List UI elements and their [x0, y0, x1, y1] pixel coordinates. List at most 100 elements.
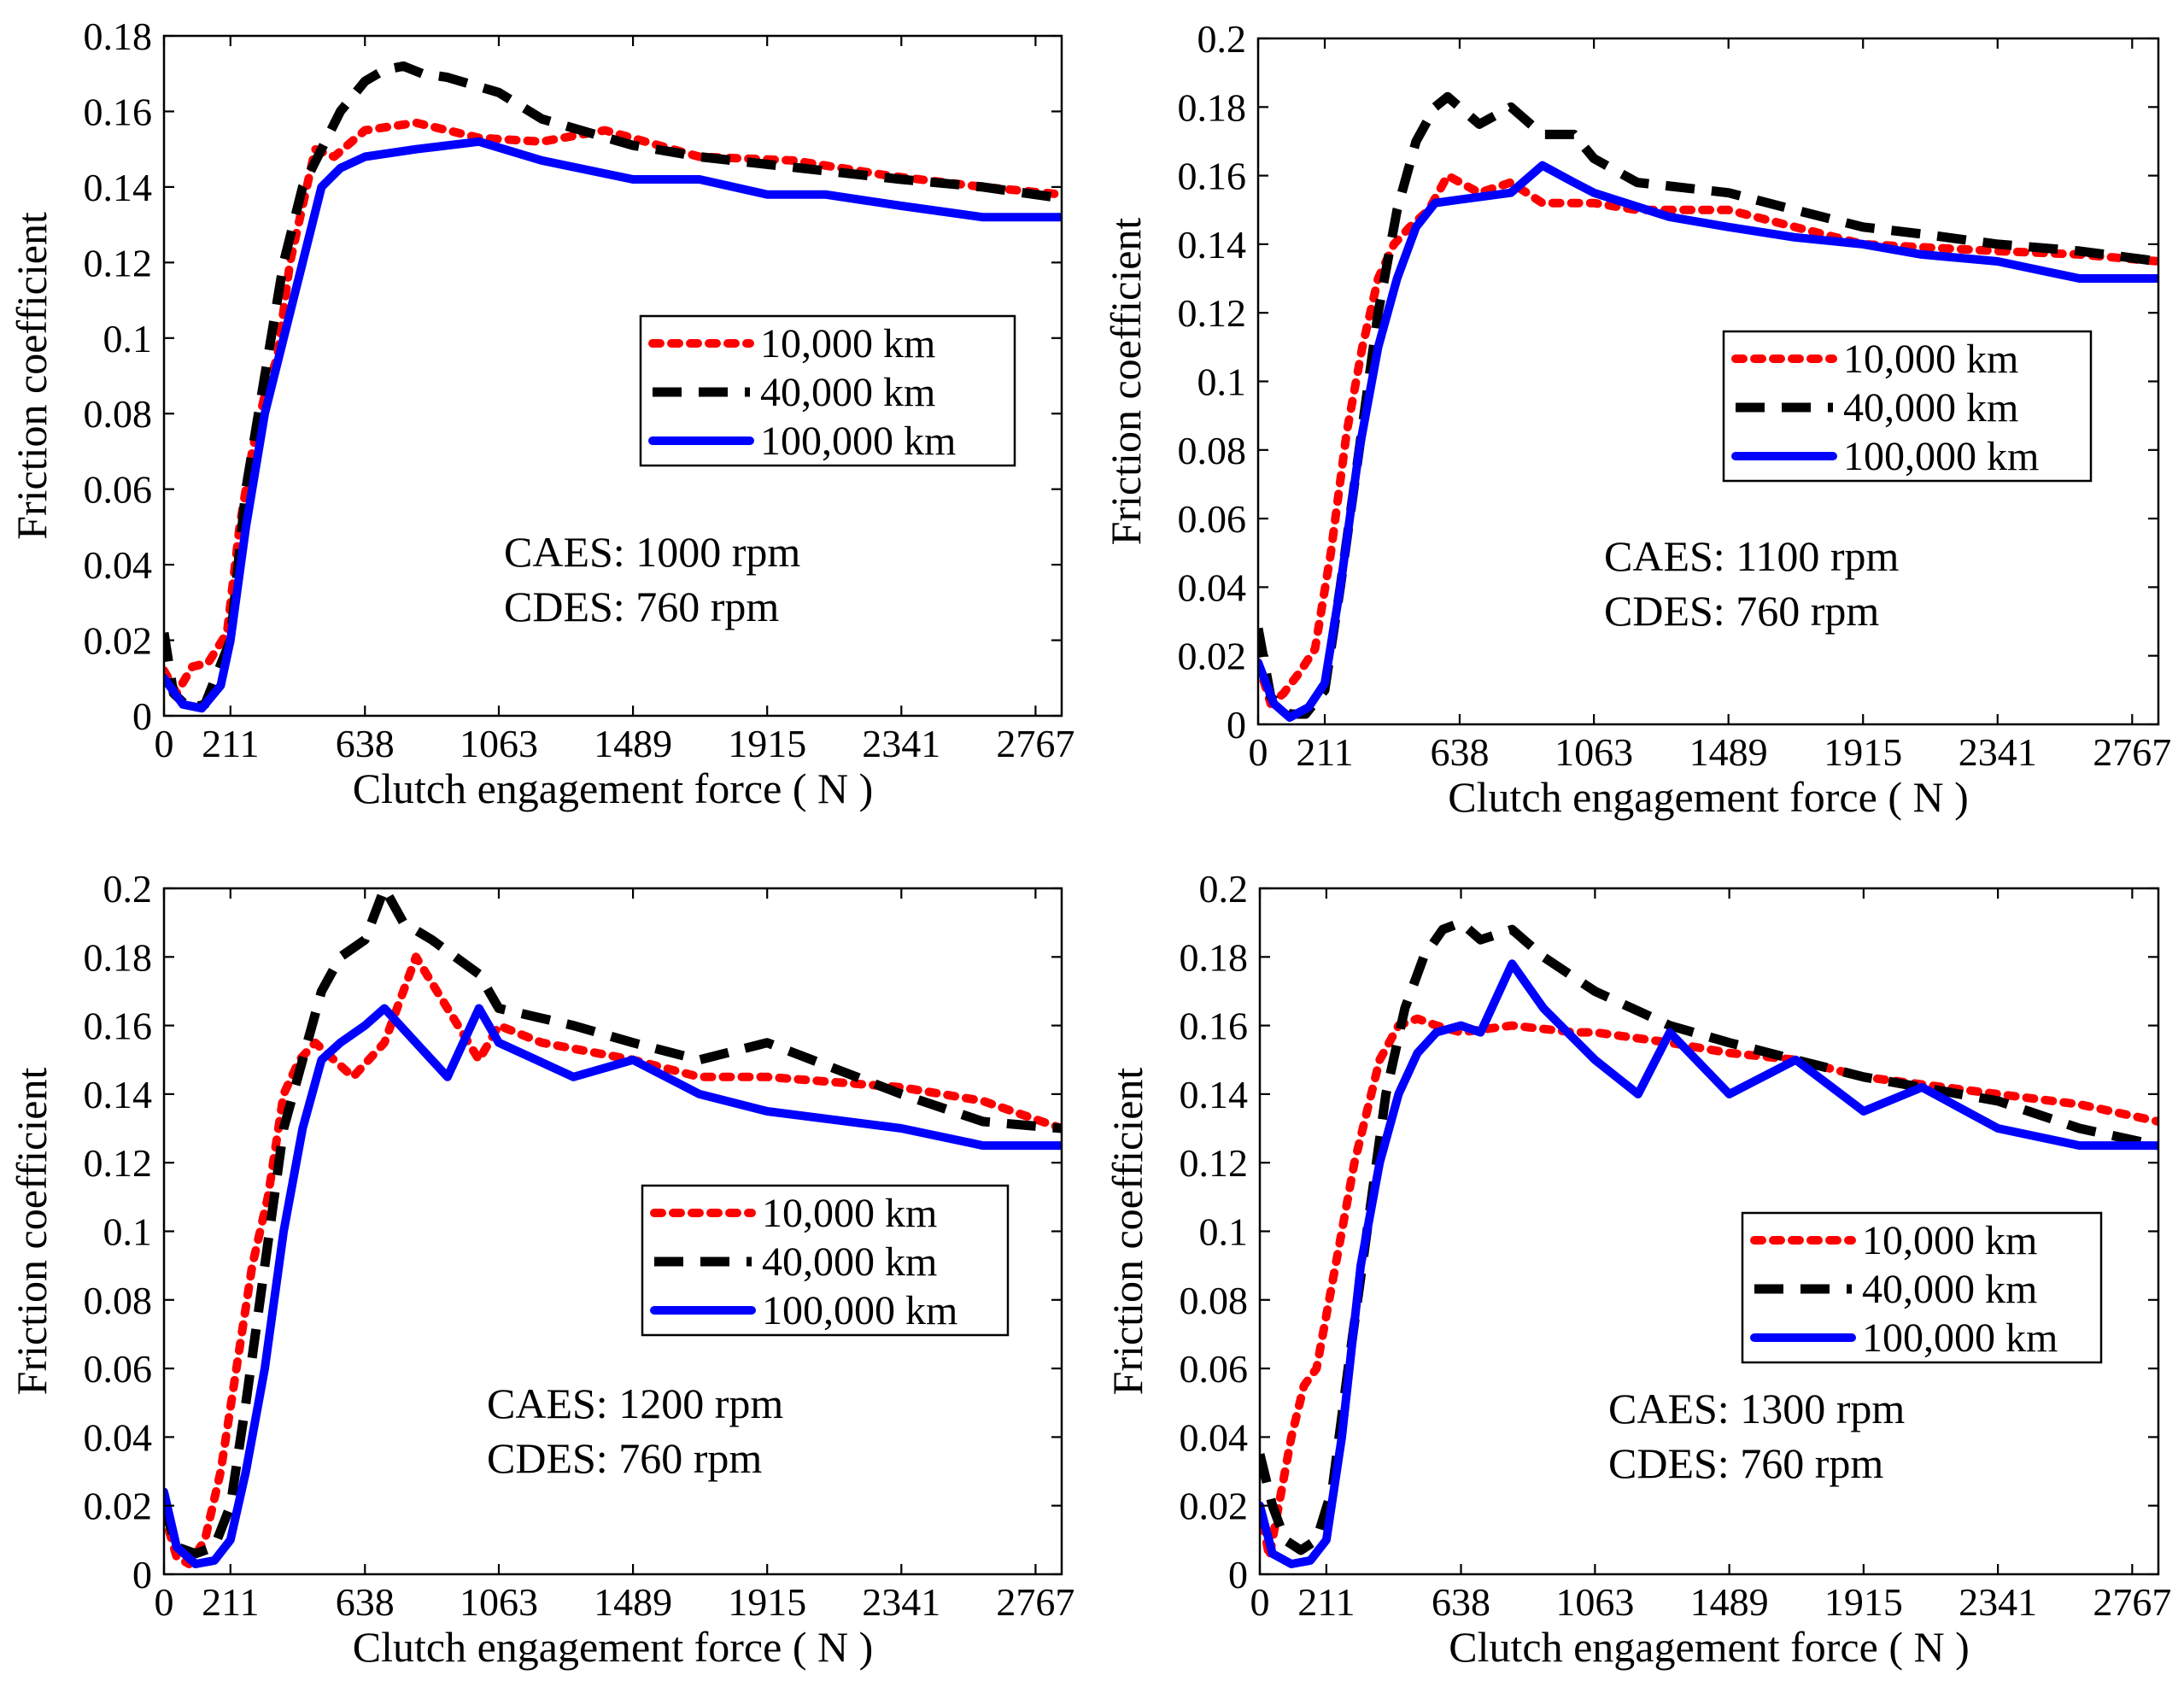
x-tick-label: 2341	[862, 722, 940, 765]
y-tick-label: 0.1	[1199, 1210, 1249, 1254]
x-axis-label: Clutch engagement force ( N )	[353, 1623, 873, 1671]
y-axis-label: Friction coefficient	[1104, 1068, 1151, 1396]
annotation-text: CAES: 1300 rpm	[1608, 1385, 1905, 1432]
series-line-2	[164, 1004, 1062, 1568]
legend-label-2: 100,000 km	[1843, 434, 2039, 479]
y-tick-label: 0.04	[84, 1415, 153, 1459]
y-tick-label: 0.14	[84, 166, 153, 209]
series-group	[164, 61, 1062, 713]
legend-label-2: 100,000 km	[760, 419, 956, 464]
x-tick-label: 1489	[1689, 730, 1768, 774]
y-tick-label: 0.18	[84, 935, 153, 979]
series-group	[164, 888, 1062, 1568]
x-tick-label: 1063	[460, 1580, 538, 1624]
y-tick-label: 0.08	[84, 1279, 153, 1322]
x-tick-label: 1489	[594, 1580, 672, 1624]
x-axis-label: Clutch engagement force ( N )	[1449, 1623, 1969, 1671]
series-line-2	[1260, 959, 2158, 1568]
y-tick-label: 0.08	[84, 392, 153, 436]
y-tick-label: 0	[1228, 1553, 1248, 1596]
x-tick-label: 2341	[1959, 1580, 2037, 1624]
legend-label-2: 100,000 km	[762, 1288, 957, 1333]
x-tick-label: 1915	[728, 1580, 806, 1624]
y-tick-label: 0.16	[84, 1005, 153, 1048]
x-tick-label: 1063	[1555, 1580, 1634, 1624]
legend-label-1: 40,000 km	[762, 1239, 937, 1285]
x-tick-label: 1063	[1555, 730, 1633, 774]
y-tick-label: 0.14	[1178, 223, 1247, 267]
y-tick-label: 0.12	[1180, 1141, 1249, 1185]
y-axis-label: Friction coefficient	[1102, 218, 1150, 546]
series-line-0	[164, 118, 1062, 698]
x-tick-label: 211	[202, 722, 259, 765]
y-tick-label: 0.08	[1180, 1279, 1249, 1322]
y-tick-label: 0.12	[1178, 291, 1247, 335]
series-line-2	[164, 137, 1062, 713]
x-tick-label: 2767	[2093, 1580, 2171, 1624]
series-group	[1258, 91, 2158, 722]
y-tick-label: 0	[1227, 703, 1246, 747]
series-line-2	[1258, 161, 2158, 722]
series-line-1	[1260, 917, 2158, 1555]
y-tick-label: 0.04	[84, 543, 153, 587]
y-tick-label: 0.16	[84, 90, 153, 133]
y-tick-label: 0.2	[1197, 17, 1247, 61]
y-tick-label: 0.14	[1180, 1073, 1249, 1116]
x-tick-label: 1915	[1824, 1580, 1903, 1624]
x-tick-label: 1915	[1824, 730, 1902, 774]
x-tick-label: 1915	[728, 722, 806, 765]
legend-label-2: 100,000 km	[1862, 1315, 2058, 1361]
x-tick-label: 211	[1296, 730, 1353, 774]
legend-label-0: 10,000 km	[762, 1191, 937, 1236]
x-tick-label: 638	[1430, 730, 1489, 774]
y-tick-label: 0.04	[1178, 565, 1247, 609]
annotation-text: CDES: 760 rpm	[504, 583, 779, 630]
y-tick-label: 0.02	[84, 619, 153, 663]
series-group	[1260, 917, 2158, 1568]
y-tick-label: 0.12	[84, 241, 153, 284]
chart-panel-bottom-left: 0 211 638 1063 1489 1915 2341 2767 0 0.02 0.04 0.06…	[8, 867, 1074, 1671]
y-tick-label: 0.02	[1180, 1485, 1249, 1528]
annotation-text: CDES: 760 rpm	[1608, 1439, 1883, 1487]
y-tick-label: 0.1	[103, 317, 153, 360]
y-tick-label: 0.1	[103, 1210, 153, 1254]
y-axis-label: Friction coefficient	[8, 1068, 56, 1396]
x-tick-label: 638	[336, 1580, 395, 1624]
y-tick-label: 0.18	[84, 15, 153, 58]
y-tick-label: 0.06	[84, 1347, 153, 1391]
chart-panel-top-right: 0 211 638 1063 1489 1915 2341 2767 0 0.02 0.04 0.06…	[1102, 17, 2171, 821]
y-tick-label: 0.12	[84, 1141, 153, 1185]
x-tick-label: 638	[336, 722, 395, 765]
y-tick-label: 0.06	[84, 468, 153, 512]
x-tick-label: 0	[1249, 730, 1268, 774]
annotation-text: CAES: 1000 rpm	[504, 528, 800, 576]
x-tick-label: 0	[155, 722, 174, 765]
x-tick-label: 0	[1250, 1580, 1270, 1624]
y-tick-label: 0.02	[1178, 635, 1247, 678]
x-tick-label: 2341	[1959, 730, 2037, 774]
x-tick-label: 2341	[862, 1580, 940, 1624]
x-axis-label: Clutch engagement force ( N )	[353, 764, 873, 812]
x-tick-label: 2767	[996, 1580, 1074, 1624]
y-tick-label: 0.06	[1178, 497, 1247, 541]
y-tick-label: 0.06	[1180, 1347, 1249, 1391]
x-tick-label: 2767	[2093, 730, 2171, 774]
y-tick-label: 0.16	[1178, 155, 1247, 198]
series-line-1	[164, 888, 1062, 1559]
annotation-text: CDES: 760 rpm	[487, 1434, 762, 1482]
x-axis-label: Clutch engagement force ( N )	[1448, 773, 1968, 821]
x-tick-label: 1063	[460, 722, 538, 765]
chart-panel-top-left: 0 211 638 1063 1489 1915 2341 2767 0 0.02 0.04 0.06…	[8, 15, 1074, 812]
x-tick-label: 638	[1432, 1580, 1490, 1624]
y-tick-label: 0.02	[84, 1485, 153, 1528]
legend-label-0: 10,000 km	[1843, 337, 2018, 382]
annotation-text: CAES: 1200 rpm	[487, 1379, 783, 1427]
y-tick-label: 0.18	[1178, 85, 1247, 129]
x-tick-label: 1489	[1690, 1580, 1769, 1624]
y-tick-label: 0	[132, 1553, 152, 1596]
x-tick-label: 211	[1297, 1580, 1355, 1624]
legend-label-1: 40,000 km	[1862, 1267, 2037, 1312]
y-tick-label: 0.1	[1197, 360, 1247, 404]
plot-frame	[162, 34, 1063, 718]
